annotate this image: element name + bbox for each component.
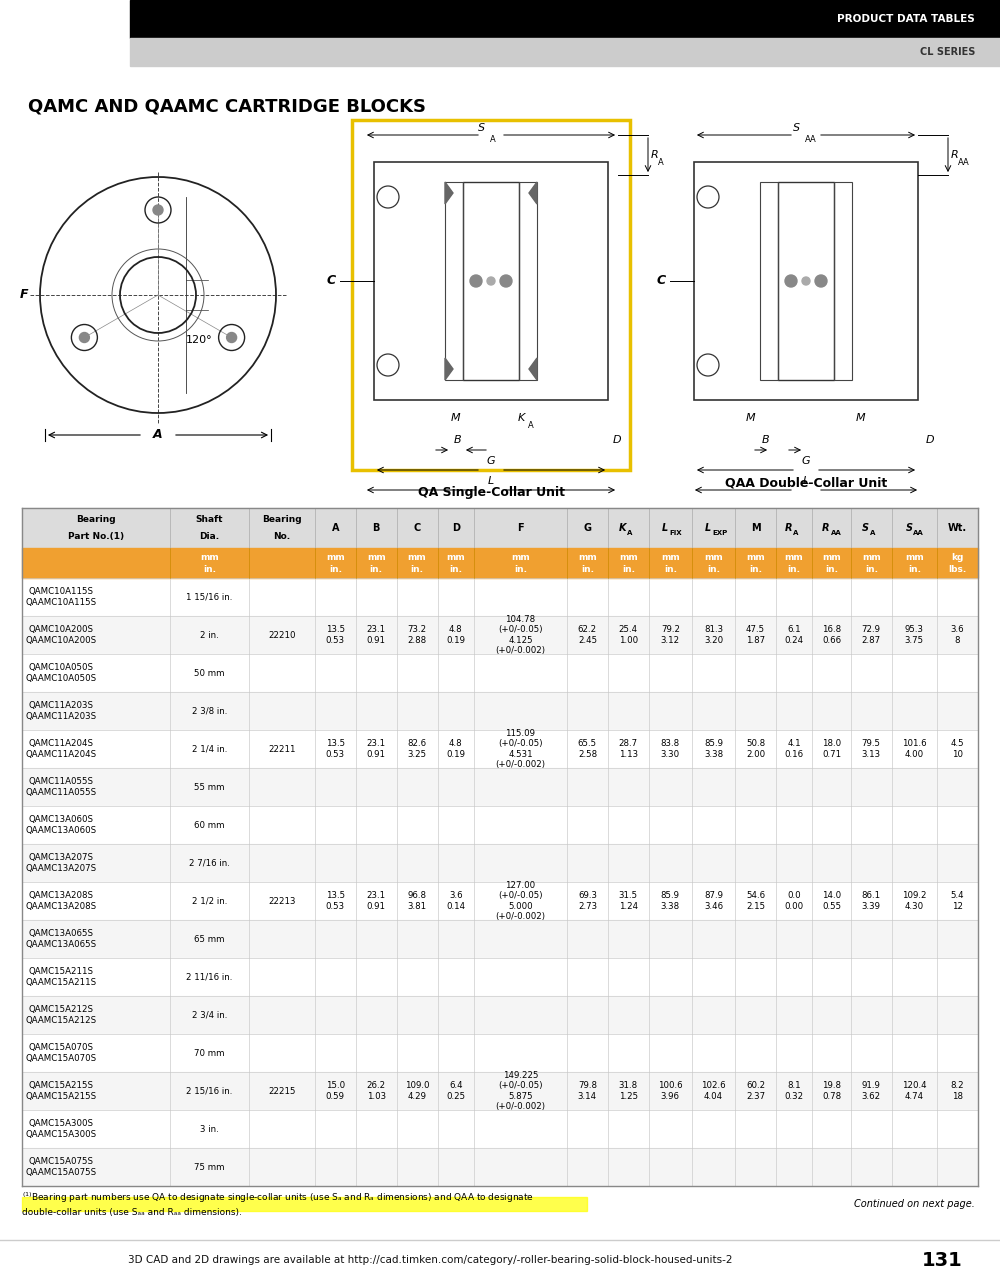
Bar: [22, 957, 978, 996]
Text: R: R: [785, 524, 792, 532]
Text: 23.1
0.91: 23.1 0.91: [367, 891, 386, 910]
Polygon shape: [529, 182, 537, 204]
Text: C: C: [657, 274, 666, 288]
Text: 0.0
0.00: 0.0 0.00: [785, 891, 804, 910]
Bar: [22, 882, 978, 920]
Text: AA: AA: [913, 530, 924, 536]
Text: 2 3/8 in.: 2 3/8 in.: [192, 707, 227, 716]
Bar: [694, 163, 918, 399]
Text: M: M: [746, 413, 756, 422]
Bar: [22, 1148, 978, 1187]
Text: QAMC11A204S
QAAMC11A204S: QAMC11A204S QAAMC11A204S: [25, 740, 96, 759]
Text: 23.1
0.91: 23.1 0.91: [367, 740, 386, 759]
Text: 8.1
0.32: 8.1 0.32: [785, 1082, 804, 1101]
Text: mm: mm: [746, 553, 765, 562]
Text: AA: AA: [831, 530, 841, 536]
Text: 26.2
1.03: 26.2 1.03: [367, 1082, 386, 1101]
Text: S: S: [905, 524, 912, 532]
Text: 104.78
(+0/-0.05)
4.125
(+0/-0.002): 104.78 (+0/-0.05) 4.125 (+0/-0.002): [495, 614, 545, 655]
Text: QAMC10A050S
QAAMC10A050S: QAMC10A050S QAAMC10A050S: [25, 663, 96, 682]
Text: 22213: 22213: [268, 896, 296, 905]
Text: A: A: [870, 530, 876, 536]
Text: 2 11/16 in.: 2 11/16 in.: [186, 973, 233, 982]
Text: mm: mm: [785, 553, 803, 562]
Text: QAMC11A055S
QAAMC11A055S: QAMC11A055S QAAMC11A055S: [25, 777, 96, 796]
Text: in.: in.: [203, 564, 216, 573]
Text: in.: in.: [329, 564, 342, 573]
Bar: [22, 1197, 587, 1211]
Text: mm: mm: [619, 553, 638, 562]
Text: K: K: [619, 524, 626, 532]
Bar: [22, 768, 978, 806]
Text: M: M: [856, 413, 866, 422]
Text: A: A: [332, 524, 339, 532]
Text: in.: in.: [411, 564, 424, 573]
Text: L: L: [803, 476, 809, 486]
Text: 75 mm: 75 mm: [194, 1162, 225, 1171]
Bar: [22, 616, 978, 654]
Text: FIX: FIX: [669, 530, 682, 536]
Text: 22215: 22215: [268, 1087, 296, 1096]
Text: 62.2
2.45: 62.2 2.45: [578, 626, 597, 645]
Text: 23.1
0.91: 23.1 0.91: [367, 626, 386, 645]
Text: 115.09
(+0/-0.05)
4.531
(+0/-0.002): 115.09 (+0/-0.05) 4.531 (+0/-0.002): [495, 728, 545, 769]
Text: 31.8
1.25: 31.8 1.25: [619, 1082, 638, 1101]
Text: A: A: [528, 421, 534, 430]
Text: 15.0
0.59: 15.0 0.59: [326, 1082, 345, 1101]
Bar: [463, 182, 519, 380]
Text: mm: mm: [511, 553, 530, 562]
Text: Part No.(1): Part No.(1): [68, 532, 124, 541]
Text: A: A: [627, 530, 633, 536]
Bar: [22, 1073, 978, 1110]
Text: mm: mm: [446, 553, 465, 562]
Text: AA: AA: [805, 134, 817, 143]
Text: 4.8
0.19: 4.8 0.19: [446, 740, 465, 759]
Text: in.: in.: [865, 564, 878, 573]
Text: Continued on next page.: Continued on next page.: [854, 1199, 975, 1210]
Text: QAMC15A300S
QAAMC15A300S: QAMC15A300S QAAMC15A300S: [25, 1119, 96, 1139]
Text: D: D: [452, 524, 460, 532]
Text: 2 in.: 2 in.: [200, 631, 219, 640]
Text: 95.3
3.75: 95.3 3.75: [905, 626, 924, 645]
Text: 47.5
1.87: 47.5 1.87: [746, 626, 765, 645]
Polygon shape: [445, 182, 453, 204]
Text: kg: kg: [951, 553, 964, 562]
Text: 1 15/16 in.: 1 15/16 in.: [186, 593, 233, 602]
Text: 16.8
0.66: 16.8 0.66: [822, 626, 841, 645]
Text: QA Single-Collar Unit: QA Single-Collar Unit: [418, 486, 564, 499]
Text: mm: mm: [578, 553, 597, 562]
Text: B: B: [373, 524, 380, 532]
Text: 69.3
2.73: 69.3 2.73: [578, 891, 597, 910]
Text: 4.1
0.16: 4.1 0.16: [785, 740, 804, 759]
Text: F: F: [20, 288, 28, 302]
Text: 3 in.: 3 in.: [200, 1125, 219, 1134]
Text: 19.8
0.78: 19.8 0.78: [822, 1082, 841, 1101]
Text: 65 mm: 65 mm: [194, 934, 225, 943]
Text: 2 15/16 in.: 2 15/16 in.: [186, 1087, 233, 1096]
Text: 2 3/4 in.: 2 3/4 in.: [192, 1010, 227, 1019]
Text: 120.4
4.74: 120.4 4.74: [902, 1082, 927, 1101]
Text: QAMC13A065S
QAAMC13A065S: QAMC13A065S QAAMC13A065S: [25, 929, 96, 948]
Bar: [834, 182, 852, 380]
Text: mm: mm: [704, 553, 723, 562]
Text: 13.5
0.53: 13.5 0.53: [326, 740, 345, 759]
Text: S: S: [478, 123, 485, 133]
Text: M: M: [451, 413, 461, 422]
Text: A: A: [658, 157, 664, 166]
Text: Bearing: Bearing: [262, 515, 302, 524]
Text: mm: mm: [408, 553, 426, 562]
Text: L: L: [705, 524, 711, 532]
Text: PRODUCT DATA TABLES: PRODUCT DATA TABLES: [837, 14, 975, 24]
Text: 83.8
3.30: 83.8 3.30: [661, 740, 680, 759]
Text: 131: 131: [922, 1251, 963, 1270]
Text: 82.6
3.25: 82.6 3.25: [408, 740, 427, 759]
Text: mm: mm: [367, 553, 386, 562]
Text: L: L: [662, 524, 668, 532]
Text: 4.5
10: 4.5 10: [951, 740, 964, 759]
Text: 85.9
3.38: 85.9 3.38: [704, 740, 723, 759]
Text: in.: in.: [622, 564, 635, 573]
Text: 8.2
18: 8.2 18: [951, 1082, 964, 1101]
Text: in.: in.: [514, 564, 527, 573]
Text: 2 1/2 in.: 2 1/2 in.: [192, 896, 227, 905]
Text: in.: in.: [788, 564, 801, 573]
